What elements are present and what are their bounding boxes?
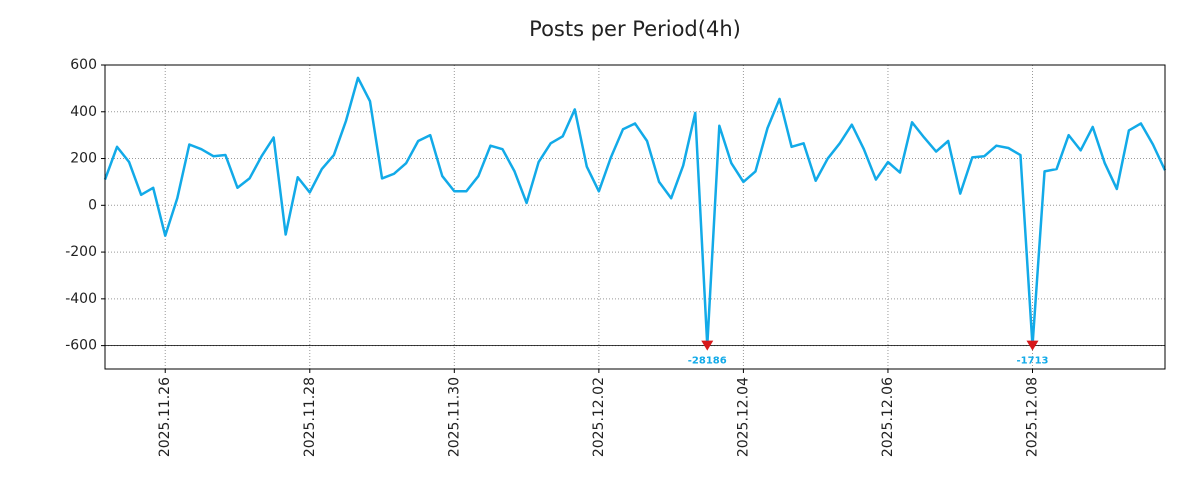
- x-tick-label: 2025.12.04: [735, 377, 751, 457]
- plot-frame: [104, 64, 1166, 370]
- y-tick-label: 400: [70, 104, 97, 120]
- data-label: -1713: [1017, 356, 1049, 367]
- y-tick-label: -600: [65, 338, 97, 354]
- chart-title: Posts per Period(4h): [529, 17, 741, 41]
- y-tick-label: 0: [88, 197, 97, 213]
- y-tick-label: 600: [70, 57, 97, 73]
- y-tick-label: 200: [70, 151, 97, 167]
- clip-marker: [1026, 340, 1039, 351]
- x-tick-label: 2025.11.30: [446, 377, 462, 457]
- x-tick-label: 2025.11.26: [157, 377, 173, 457]
- y-tick-label: -400: [65, 291, 97, 307]
- x-tick-label: 2025.12.06: [880, 377, 896, 457]
- data-label: -28186: [688, 356, 727, 367]
- x-tick-label: 2025.12.02: [591, 377, 607, 457]
- clip-marker: [701, 340, 714, 351]
- x-tick-label: 2025.12.08: [1025, 377, 1041, 457]
- x-tick-label: 2025.11.28: [302, 377, 318, 457]
- y-tick-label: -200: [65, 244, 97, 260]
- data-line: [103, 76, 1167, 347]
